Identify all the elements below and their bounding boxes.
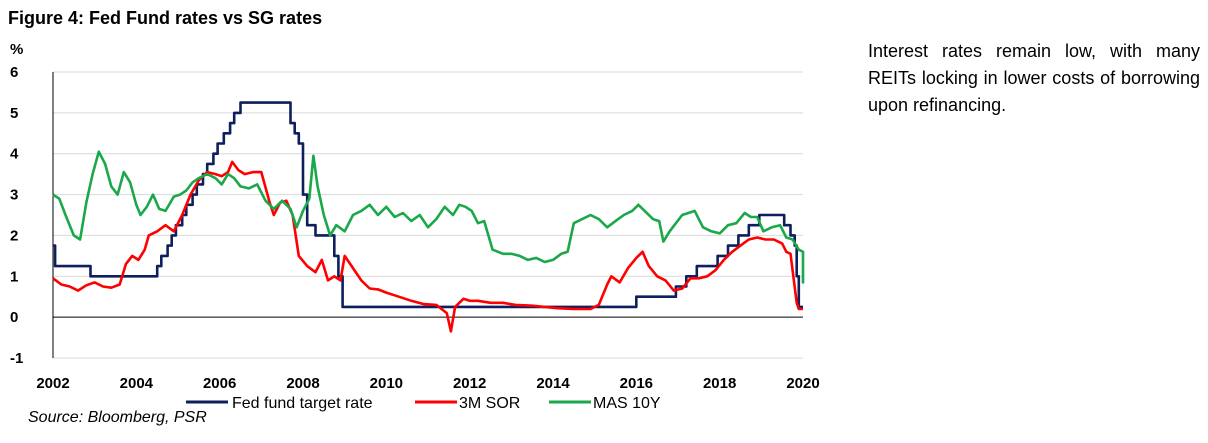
- legend-item-fed-fund-target-rate: Fed fund target rate: [186, 395, 373, 412]
- legend-item-mas-10y: MAS 10Y: [549, 395, 661, 412]
- legend-label: 3M SOR: [459, 395, 520, 412]
- source-note: Source: Bloomberg, PSR: [28, 409, 207, 426]
- figure-title: Figure 4: Fed Fund rates vs SG rates: [8, 8, 323, 28]
- y-tick-label: 4: [10, 146, 19, 163]
- legend: Fed fund target rate 3M SOR MAS 10Y: [186, 395, 661, 412]
- legend-label: MAS 10Y: [593, 395, 661, 412]
- x-tick-label: 2014: [536, 375, 570, 392]
- x-tick-label: 2002: [36, 375, 69, 392]
- legend-item-3m-sor: 3M SOR: [415, 395, 520, 412]
- x-tick-label: 2010: [370, 375, 403, 392]
- fed-fund-target-rate-line: [53, 101, 803, 309]
- y-tick-label: 6: [10, 64, 18, 81]
- axis-layer: -1 0 1 2 3 4 5 6% 2002 2004 2006 2008 2010 2012 2014 20…: [10, 41, 820, 392]
- x-tick-label: 2004: [120, 375, 154, 392]
- y-tick-label: -1: [10, 350, 23, 367]
- series-layer: [52, 101, 805, 333]
- sor-3m-line: [52, 160, 803, 333]
- y-tick-label: 0: [10, 309, 18, 326]
- y-axis-label: %: [10, 41, 23, 58]
- y-tick-label: 1: [10, 268, 18, 285]
- legend-label: Fed fund target rate: [232, 395, 373, 412]
- y-tick-label: 2: [10, 227, 18, 244]
- x-tick-label: 2018: [703, 375, 736, 392]
- x-tick-label: 2008: [286, 375, 319, 392]
- x-tick-label: 2020: [786, 375, 819, 392]
- x-tick-label: 2012: [453, 375, 486, 392]
- x-tick-label: 2006: [203, 375, 236, 392]
- mas-10y-line: [52, 150, 805, 284]
- x-tick-label: 2016: [620, 375, 653, 392]
- grid-layer: [53, 71, 803, 359]
- y-tick-label: 3: [10, 187, 18, 204]
- y-tick-label: 5: [10, 105, 18, 122]
- commentary-text: Interest rates remain low, with many REI…: [868, 41, 1200, 115]
